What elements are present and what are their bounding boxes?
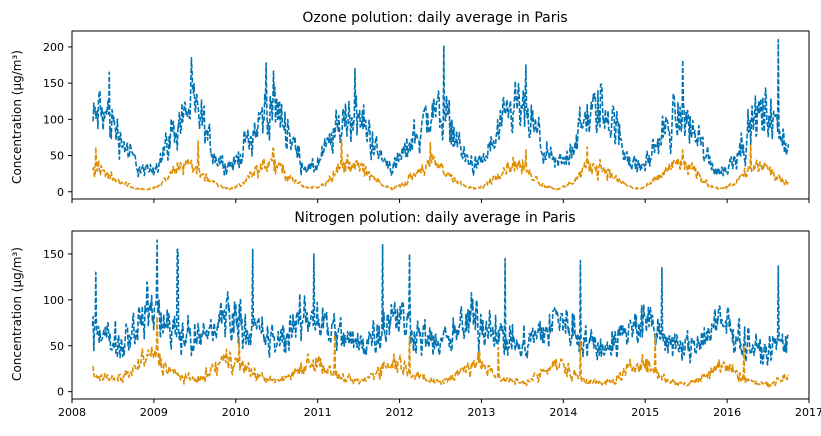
nitrogen-x-tick-label: 2015: [631, 406, 659, 419]
nitrogen-x-tick-label: 2014: [549, 406, 577, 419]
nitrogen-y-tick-label: 50: [50, 340, 64, 353]
ozone-y-tick-label: 100: [43, 113, 64, 126]
nitrogen-x-tick-label: 2013: [467, 406, 495, 419]
ozone-series-group: [91, 38, 790, 191]
nitrogen-x-tick-label: 2012: [386, 406, 414, 419]
nitrogen-title: Nitrogen polution: daily average in Pari…: [294, 210, 575, 226]
nitrogen-plot-frame: [71, 230, 810, 400]
nitrogen-x-tick-label: 2008: [58, 406, 86, 419]
nitrogen-x-tick-label: 2010: [222, 406, 250, 419]
ozone-series-2-line: [91, 138, 790, 191]
ozone-y-tick-label: 200: [43, 41, 64, 54]
nitrogen-y-axis-label: Concentration (µg/m³): [10, 247, 24, 381]
nitrogen-series-group: [91, 239, 789, 388]
ozone-plot-frame: [71, 30, 810, 200]
ozone-series-1-line: [92, 38, 790, 178]
ozone-y-tick-label: 0: [57, 186, 64, 199]
nitrogen-y-tick-label: 150: [43, 248, 64, 261]
nitrogen-panel: Nitrogen polution: daily average in Pari…: [10, 210, 821, 419]
ozone-y-tick-label: 150: [43, 77, 64, 90]
nitrogen-axes: 0 50 100 150 2008 2009 2010 2011 2012 2013 2014 201…: [43, 248, 821, 419]
nitrogen-x-tick-label: 2016: [713, 406, 741, 419]
nitrogen-x-tick-label: 2017: [795, 406, 821, 419]
nitrogen-y-tick-label: 0: [57, 386, 64, 399]
nitrogen-x-tick-label: 2011: [304, 406, 332, 419]
nitrogen-series-1-line: [91, 239, 789, 366]
ozone-y-axis-label: Concentration (µg/m³): [10, 50, 24, 184]
nitrogen-x-tick-label: 2009: [140, 406, 168, 419]
ozone-panel: Ozone polution: daily average in Paris C…: [10, 10, 810, 203]
nitrogen-y-tick-label: 100: [43, 294, 64, 307]
ozone-title: Ozone polution: daily average in Paris: [302, 10, 567, 26]
nitrogen-series-2-line: [92, 315, 789, 388]
ozone-axes: 0 50 100 150 200: [43, 41, 810, 203]
ozone-y-tick-label: 50: [50, 150, 64, 163]
